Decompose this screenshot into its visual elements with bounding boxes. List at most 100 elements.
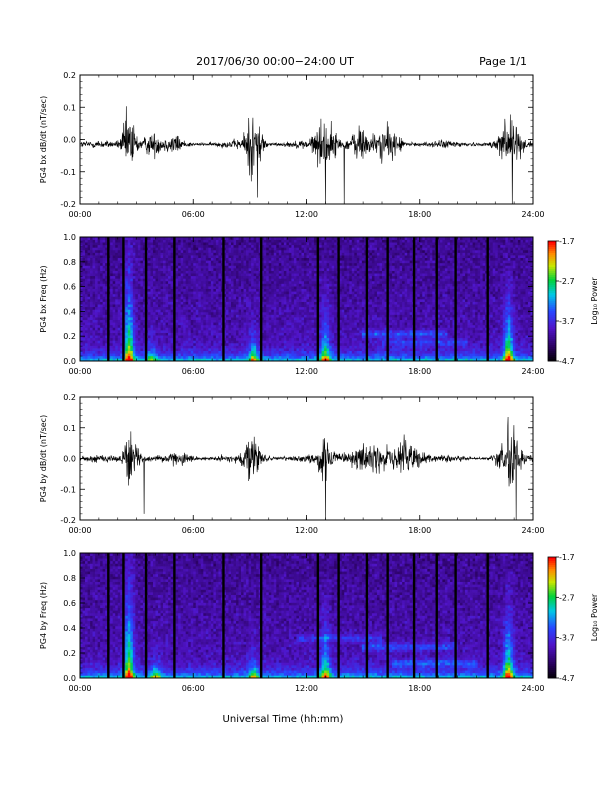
data-gap [413, 237, 415, 361]
spectrogram-cells [80, 237, 533, 361]
y-axis-label: PG4 by dB/dt (nT/sec) [39, 415, 48, 502]
x-tick-label: 00:00 [68, 210, 91, 219]
colorbar: -1.7 -2.7 -3.7 -4.7 Log₁₀ Power [548, 237, 599, 366]
x-tick-label: 24:00 [521, 210, 544, 219]
x-tick-label: 12:00 [295, 210, 318, 219]
colorbar-tick-label: -2.7 [559, 593, 575, 602]
x-tick-label: 18:00 [408, 367, 431, 376]
panel-1: 00:00 06:00 12:00 18:00 24:00 0.2 0.1 0.0 -0.1 -0… [39, 71, 545, 219]
y-tick-label: 0.4 [63, 307, 76, 316]
y-tick-label: -0.2 [60, 516, 76, 525]
x-axis-label: Universal Time (hh:mm) [223, 714, 344, 725]
colorbar-label: Log₁₀ Power [590, 593, 599, 641]
data-gap [366, 553, 368, 678]
page-indicator: Page 1/1 [479, 55, 527, 68]
y-tick-label: 0.0 [63, 357, 76, 366]
colorbar-label: Log₁₀ Power [590, 277, 599, 325]
data-gap [337, 553, 339, 678]
series-line [80, 417, 533, 520]
plot-frame [80, 75, 533, 204]
x-tick-label: 00:00 [68, 684, 91, 693]
y-tick-label: 0.4 [63, 624, 76, 633]
data-gap [107, 237, 109, 361]
data-gap [260, 553, 262, 678]
colorbar-tick-label: -2.7 [559, 277, 575, 286]
y-tick-label: -0.1 [60, 168, 76, 177]
x-tick-label: 18:00 [408, 210, 431, 219]
y-axis-label: PG4 by Freq (Hz) [39, 582, 48, 649]
x-tick-label: 06:00 [182, 526, 205, 535]
y-tick-label: 0.6 [63, 283, 76, 292]
data-gap [366, 237, 368, 361]
colorbar-tick-label: -4.7 [559, 357, 575, 366]
data-gap [436, 237, 438, 361]
y-tick-label: 0.2 [63, 71, 76, 80]
data-gap [222, 237, 224, 361]
x-tick-label: 18:00 [408, 684, 431, 693]
data-gap [145, 237, 147, 361]
data-gap [337, 237, 339, 361]
y-axis-label: PG4 bx Freq (Hz) [39, 265, 48, 332]
x-tick-label: 06:00 [182, 367, 205, 376]
y-tick-label: 0.2 [63, 649, 76, 658]
chart-panels: 00:00 06:00 12:00 18:00 24:00 0.2 0.1 0.0 -0.1 -0… [39, 71, 599, 693]
x-tick-label: 12:00 [295, 684, 318, 693]
data-gap [107, 553, 109, 678]
x-tick-label: 06:00 [182, 684, 205, 693]
panel-4: 00:00 06:00 12:00 18:00 24:00 1.0 0.8 0.6 0.4 0.2… [39, 549, 599, 693]
x-tick-label: 12:00 [295, 526, 318, 535]
y-tick-label: 1.0 [63, 549, 76, 558]
x-tick-label: 06:00 [182, 210, 205, 219]
magnetometer-figure: 2017/06/30 00:00−24:00 UT Page 1/1 00:00… [0, 0, 612, 792]
data-gap [145, 553, 147, 678]
x-tick-label: 00:00 [68, 367, 91, 376]
y-tick-label: 0.2 [63, 332, 76, 341]
x-tick-label: 18:00 [408, 526, 431, 535]
y-tick-label: -0.1 [60, 485, 76, 494]
colorbar: -1.7 -2.7 -3.7 -4.7 Log₁₀ Power [548, 553, 599, 683]
colorbar-tick-label: -3.7 [559, 634, 575, 643]
y-tick-label: 0.1 [63, 103, 76, 112]
spectrogram-cells [80, 553, 533, 678]
data-gap [454, 237, 456, 361]
x-tick-label: 24:00 [521, 684, 544, 693]
y-tick-label: -0.2 [60, 200, 76, 209]
data-gap [260, 237, 262, 361]
y-tick-label: 0.6 [63, 599, 76, 608]
y-tick-label: 0.1 [63, 424, 76, 433]
y-tick-label: 0.0 [63, 136, 76, 145]
y-axis-label: PG4 bx dB/dt (nT/sec) [39, 96, 48, 183]
x-tick-label: 24:00 [521, 367, 544, 376]
data-gap [386, 237, 388, 361]
data-gap [173, 237, 175, 361]
colorbar-tick-label: -4.7 [559, 674, 575, 683]
data-gap [317, 553, 319, 678]
panel-3: 00:00 06:00 12:00 18:00 24:00 0.2 0.1 0.0 -0.1 -0… [39, 393, 545, 535]
data-gap [436, 553, 438, 678]
x-tick-label: 12:00 [295, 367, 318, 376]
data-gap [122, 553, 124, 678]
x-tick-label: 24:00 [521, 526, 544, 535]
series-line [80, 106, 533, 204]
data-gap [487, 553, 489, 678]
figure-title: 2017/06/30 00:00−24:00 UT [196, 55, 354, 68]
y-tick-label: 0.8 [63, 258, 76, 267]
colorbar-tick-label: -3.7 [559, 317, 575, 326]
data-gap [386, 553, 388, 678]
y-tick-label: 0.8 [63, 574, 76, 583]
x-tick-label: 00:00 [68, 526, 91, 535]
panel-2: 00:00 06:00 12:00 18:00 24:00 1.0 0.8 0.6 0.4 0.2… [39, 233, 599, 376]
colorbar-tick-label: -1.7 [559, 237, 575, 246]
data-gap [487, 237, 489, 361]
y-tick-label: 1.0 [63, 233, 76, 242]
data-gap [222, 553, 224, 678]
data-gap [122, 237, 124, 361]
data-gap [454, 553, 456, 678]
y-tick-label: 0.0 [63, 674, 76, 683]
y-tick-label: 0.2 [63, 393, 76, 402]
colorbar-tick-label: -1.7 [559, 553, 575, 562]
data-gap [173, 553, 175, 678]
data-gap [413, 553, 415, 678]
data-gap [317, 237, 319, 361]
y-tick-label: 0.0 [63, 455, 76, 464]
